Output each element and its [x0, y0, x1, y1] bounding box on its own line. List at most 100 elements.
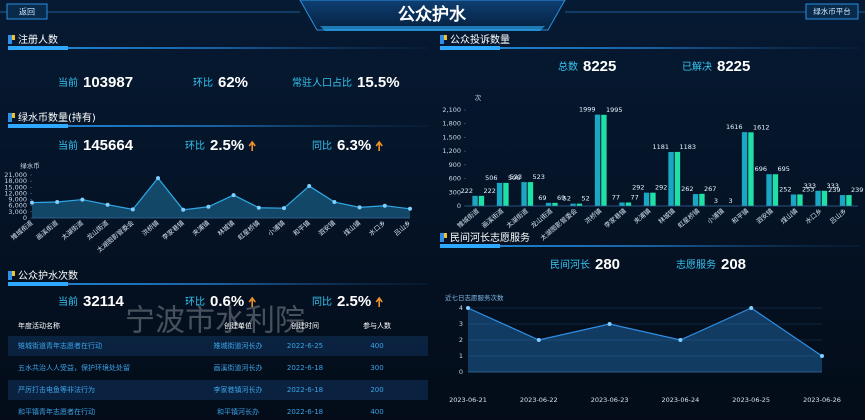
panel-icon	[444, 35, 447, 40]
y-tick-label: 1,200	[442, 147, 461, 155]
bar	[576, 203, 583, 206]
y-tick-label: 3	[459, 320, 463, 328]
table-row-bg	[8, 380, 428, 400]
y-tick-label: 3,000	[8, 208, 27, 216]
table-cell: 五水共治人人受益，保护环境处处留	[18, 363, 130, 372]
panel-icon	[8, 113, 12, 122]
header-plate	[299, 0, 566, 31]
bar-value-label: 77	[612, 193, 620, 201]
bar-value-label: 1995	[606, 106, 623, 114]
platform-button-label[interactable]: 绿水币平台	[813, 6, 851, 16]
data-point	[156, 176, 160, 181]
bar-value-label: 292	[655, 184, 667, 192]
bar-value-label: 333	[804, 182, 816, 190]
bar-value-label: 252	[779, 185, 791, 193]
bar	[594, 114, 601, 206]
bar-value-label: 292	[632, 184, 644, 192]
table-header: 参与人数	[363, 321, 391, 330]
trend-up-arrow	[248, 140, 256, 151]
area-line	[467, 307, 823, 357]
stat-label: 环比	[185, 296, 205, 308]
bar	[570, 203, 576, 206]
trend-up-arrow	[248, 296, 256, 307]
header: 返回 绿水币平台 公众护水	[0, 0, 865, 31]
panel-icon	[12, 113, 15, 118]
stat-label: 当前	[58, 139, 78, 152]
bar	[472, 195, 478, 206]
bar-value-label: 222	[461, 187, 473, 195]
bar	[741, 132, 748, 206]
stat-label: 志愿服务	[676, 258, 716, 271]
panel-icon	[8, 35, 12, 44]
area-line	[31, 177, 411, 211]
table-cell: 2022-6-25	[287, 342, 323, 350]
panel-title: 公众护水次数	[18, 269, 78, 282]
stat-value: 6.3%	[337, 137, 371, 154]
bar-value-label: 506	[508, 174, 520, 182]
panel-icon	[440, 35, 444, 44]
y-tick-label: 18,000	[4, 177, 27, 185]
bar	[601, 114, 607, 206]
table-cell: 200	[370, 386, 383, 394]
data-point	[30, 200, 34, 205]
y-tick-label: 1,800	[442, 120, 461, 128]
data-point	[130, 207, 135, 212]
x-tick-label: 2023-06-26	[803, 396, 841, 404]
bar-value-label: 267	[704, 185, 716, 193]
x-tick-label: 2023-06-25	[732, 396, 770, 404]
bar	[699, 193, 705, 206]
back-button-label[interactable]: 返回	[19, 8, 35, 17]
y-tick-label: 1	[459, 352, 463, 360]
bar	[521, 182, 527, 206]
panel-title: 公众投诉数量	[450, 33, 510, 46]
bar-value-label: 52	[581, 195, 589, 203]
bar-value-label: 239	[851, 186, 863, 194]
bar	[619, 202, 625, 206]
table-cell: 李家巷镇河长办	[214, 385, 263, 394]
bar	[846, 195, 852, 206]
y-tick-label: 0	[23, 214, 27, 222]
bar-value-label: 696	[755, 165, 767, 173]
data-point	[55, 200, 60, 205]
bar-value-label: 506	[485, 174, 497, 182]
bar	[668, 152, 674, 206]
table-cell: 400	[370, 342, 383, 350]
bar	[839, 195, 846, 206]
panel-title: 注册人数	[18, 33, 58, 46]
panel-underline	[8, 283, 428, 285]
panel-icon	[8, 271, 12, 280]
bar	[772, 174, 779, 206]
data-point	[678, 338, 683, 342]
bar	[674, 151, 681, 206]
bar-value-label: 1616	[726, 123, 743, 131]
chart-title: 近七日志愿服务次数	[445, 293, 504, 302]
bar-value-label: 253	[802, 185, 814, 193]
x-tick-label: 2023-06-21	[449, 396, 487, 404]
back-button[interactable]	[6, 3, 48, 20]
x-tick-label: 2023-06-22	[520, 396, 558, 404]
table-header: 创建时间	[291, 321, 319, 330]
bar	[821, 190, 828, 206]
platform-button[interactable]	[805, 3, 859, 20]
bar-value-label: 1612	[753, 123, 770, 131]
table-cell: 2022-6-18	[287, 364, 323, 372]
panel-accent	[440, 46, 500, 50]
bar-value-label: 3	[714, 197, 718, 205]
stat-label: 环比	[193, 77, 213, 89]
data-point	[466, 306, 470, 310]
stat-value: 15.5%	[357, 74, 400, 91]
y-tick-label: 21,000	[4, 171, 27, 179]
data-point	[408, 206, 412, 211]
header-glow	[320, 26, 545, 31]
table-cell: 和平镇青年志愿者在行动	[18, 407, 95, 416]
y-tick-label: 0	[459, 368, 463, 376]
y-tick-label: 6,000	[8, 202, 27, 210]
y-axis-label: 次	[475, 93, 482, 102]
table-cell: 2022-6-18	[287, 408, 323, 416]
stat-value: 0.6%	[210, 293, 244, 310]
bar-value-label: 1181	[653, 143, 670, 151]
bar-value-label: 69	[557, 194, 565, 202]
stat-label: 同比	[312, 296, 332, 308]
bar-value-label: 69	[538, 194, 546, 202]
